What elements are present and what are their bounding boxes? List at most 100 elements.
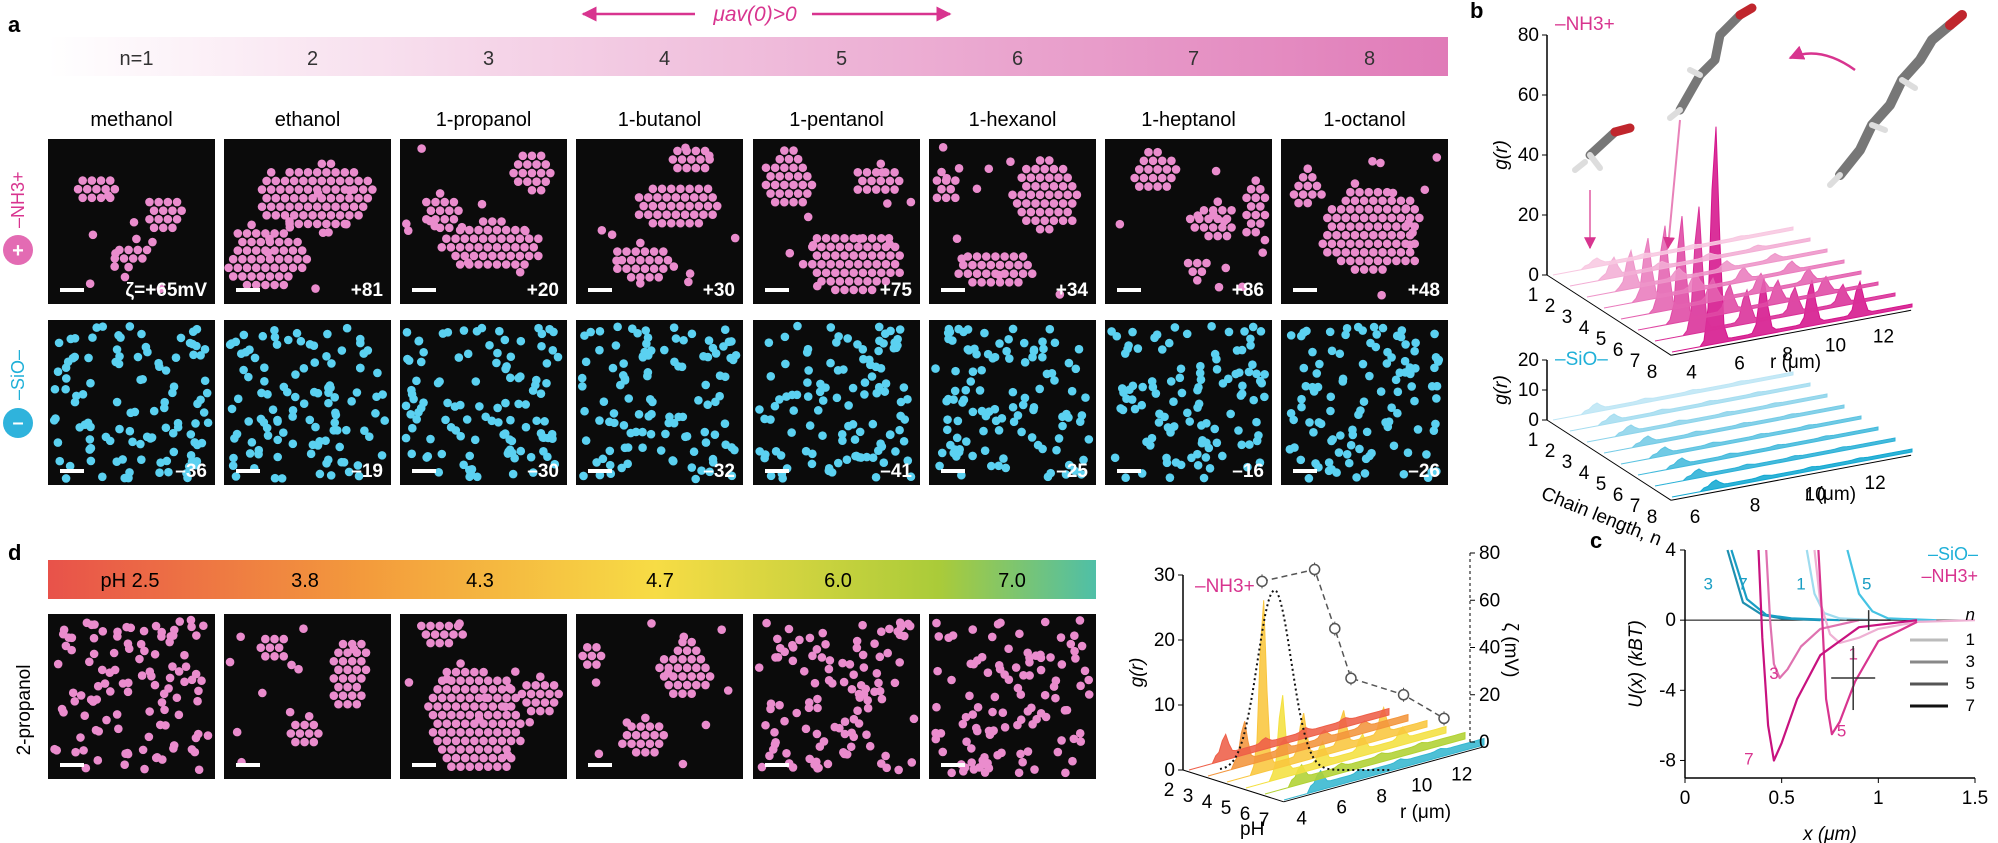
particle [433, 736, 442, 746]
particle [53, 367, 63, 377]
particle [288, 439, 298, 449]
particle [1163, 423, 1173, 432]
particle [812, 251, 822, 260]
particle [303, 168, 313, 177]
particle [595, 326, 605, 336]
particle [435, 377, 444, 386]
particle [102, 715, 111, 725]
particle [440, 214, 450, 224]
particle [1290, 443, 1299, 452]
particle [359, 349, 369, 358]
particle [172, 214, 182, 224]
particle [460, 753, 470, 763]
particle [615, 380, 625, 390]
particle [594, 749, 604, 759]
particle [196, 351, 205, 360]
particle [1193, 460, 1203, 470]
particle [137, 455, 146, 464]
particle [169, 447, 179, 457]
particle [256, 254, 266, 264]
particle [755, 405, 764, 414]
particle [271, 176, 281, 186]
particle [447, 745, 456, 754]
potential-curve [1817, 549, 1918, 736]
particle [1373, 256, 1383, 266]
depth-tick-label: 2 [1545, 296, 1556, 317]
particle [1341, 213, 1351, 223]
particle [776, 451, 786, 460]
particle [680, 210, 690, 219]
particle [761, 720, 770, 730]
particle [175, 617, 185, 626]
particle [597, 226, 607, 235]
particle [1376, 158, 1385, 168]
particle [286, 729, 296, 738]
particle [1207, 322, 1216, 331]
particle [961, 712, 971, 722]
particle [1387, 403, 1396, 413]
particle [549, 698, 559, 707]
particle [1031, 216, 1040, 225]
particle [692, 680, 701, 690]
particle [1157, 345, 1167, 354]
particle [1296, 455, 1306, 465]
particle [442, 719, 452, 728]
particle [1323, 230, 1332, 240]
potential-curve [1765, 549, 1860, 680]
particle [1027, 703, 1036, 713]
particle [868, 419, 878, 429]
particle [294, 664, 303, 674]
r-axis [1283, 746, 1484, 803]
particle [460, 234, 470, 243]
particle [283, 335, 293, 345]
particle [1308, 173, 1317, 182]
depth-axis [1546, 274, 1672, 356]
particle [840, 251, 849, 260]
particle [536, 389, 546, 398]
particle [162, 456, 172, 466]
particle [1199, 206, 1209, 215]
particle [470, 435, 480, 445]
particle [469, 234, 479, 243]
particle [474, 260, 483, 269]
particle [93, 756, 103, 765]
particle [859, 354, 868, 364]
particle [288, 405, 298, 415]
particle [662, 193, 671, 202]
r-tick-label: 12 [1451, 765, 1472, 786]
particle [460, 736, 470, 746]
particle [257, 185, 267, 194]
particle [528, 468, 538, 477]
particle [1373, 239, 1383, 249]
particle [404, 678, 414, 687]
particle [957, 470, 966, 480]
particle [158, 206, 168, 215]
particle [676, 184, 685, 194]
particle [1045, 156, 1054, 165]
particle [895, 251, 904, 260]
solvent-label: methanol [90, 109, 172, 131]
particle [86, 422, 95, 432]
particle [168, 223, 177, 233]
particle [478, 217, 488, 226]
particle [812, 645, 822, 654]
particle [261, 652, 270, 661]
particle [515, 267, 525, 277]
particle [1336, 222, 1346, 231]
particle [1208, 223, 1218, 232]
particle [113, 627, 122, 637]
particle [114, 331, 123, 340]
particle [1304, 474, 1314, 483]
particle [440, 630, 449, 639]
particle [487, 416, 497, 426]
particle [1244, 367, 1254, 377]
particle [1061, 470, 1071, 479]
particle [1392, 239, 1401, 249]
depth-tick-label: 8 [1647, 507, 1658, 528]
particle [1084, 675, 1094, 685]
particle [1303, 198, 1313, 208]
particle [780, 163, 789, 173]
particle [1383, 347, 1392, 357]
particle [55, 456, 65, 466]
particle [881, 379, 891, 388]
